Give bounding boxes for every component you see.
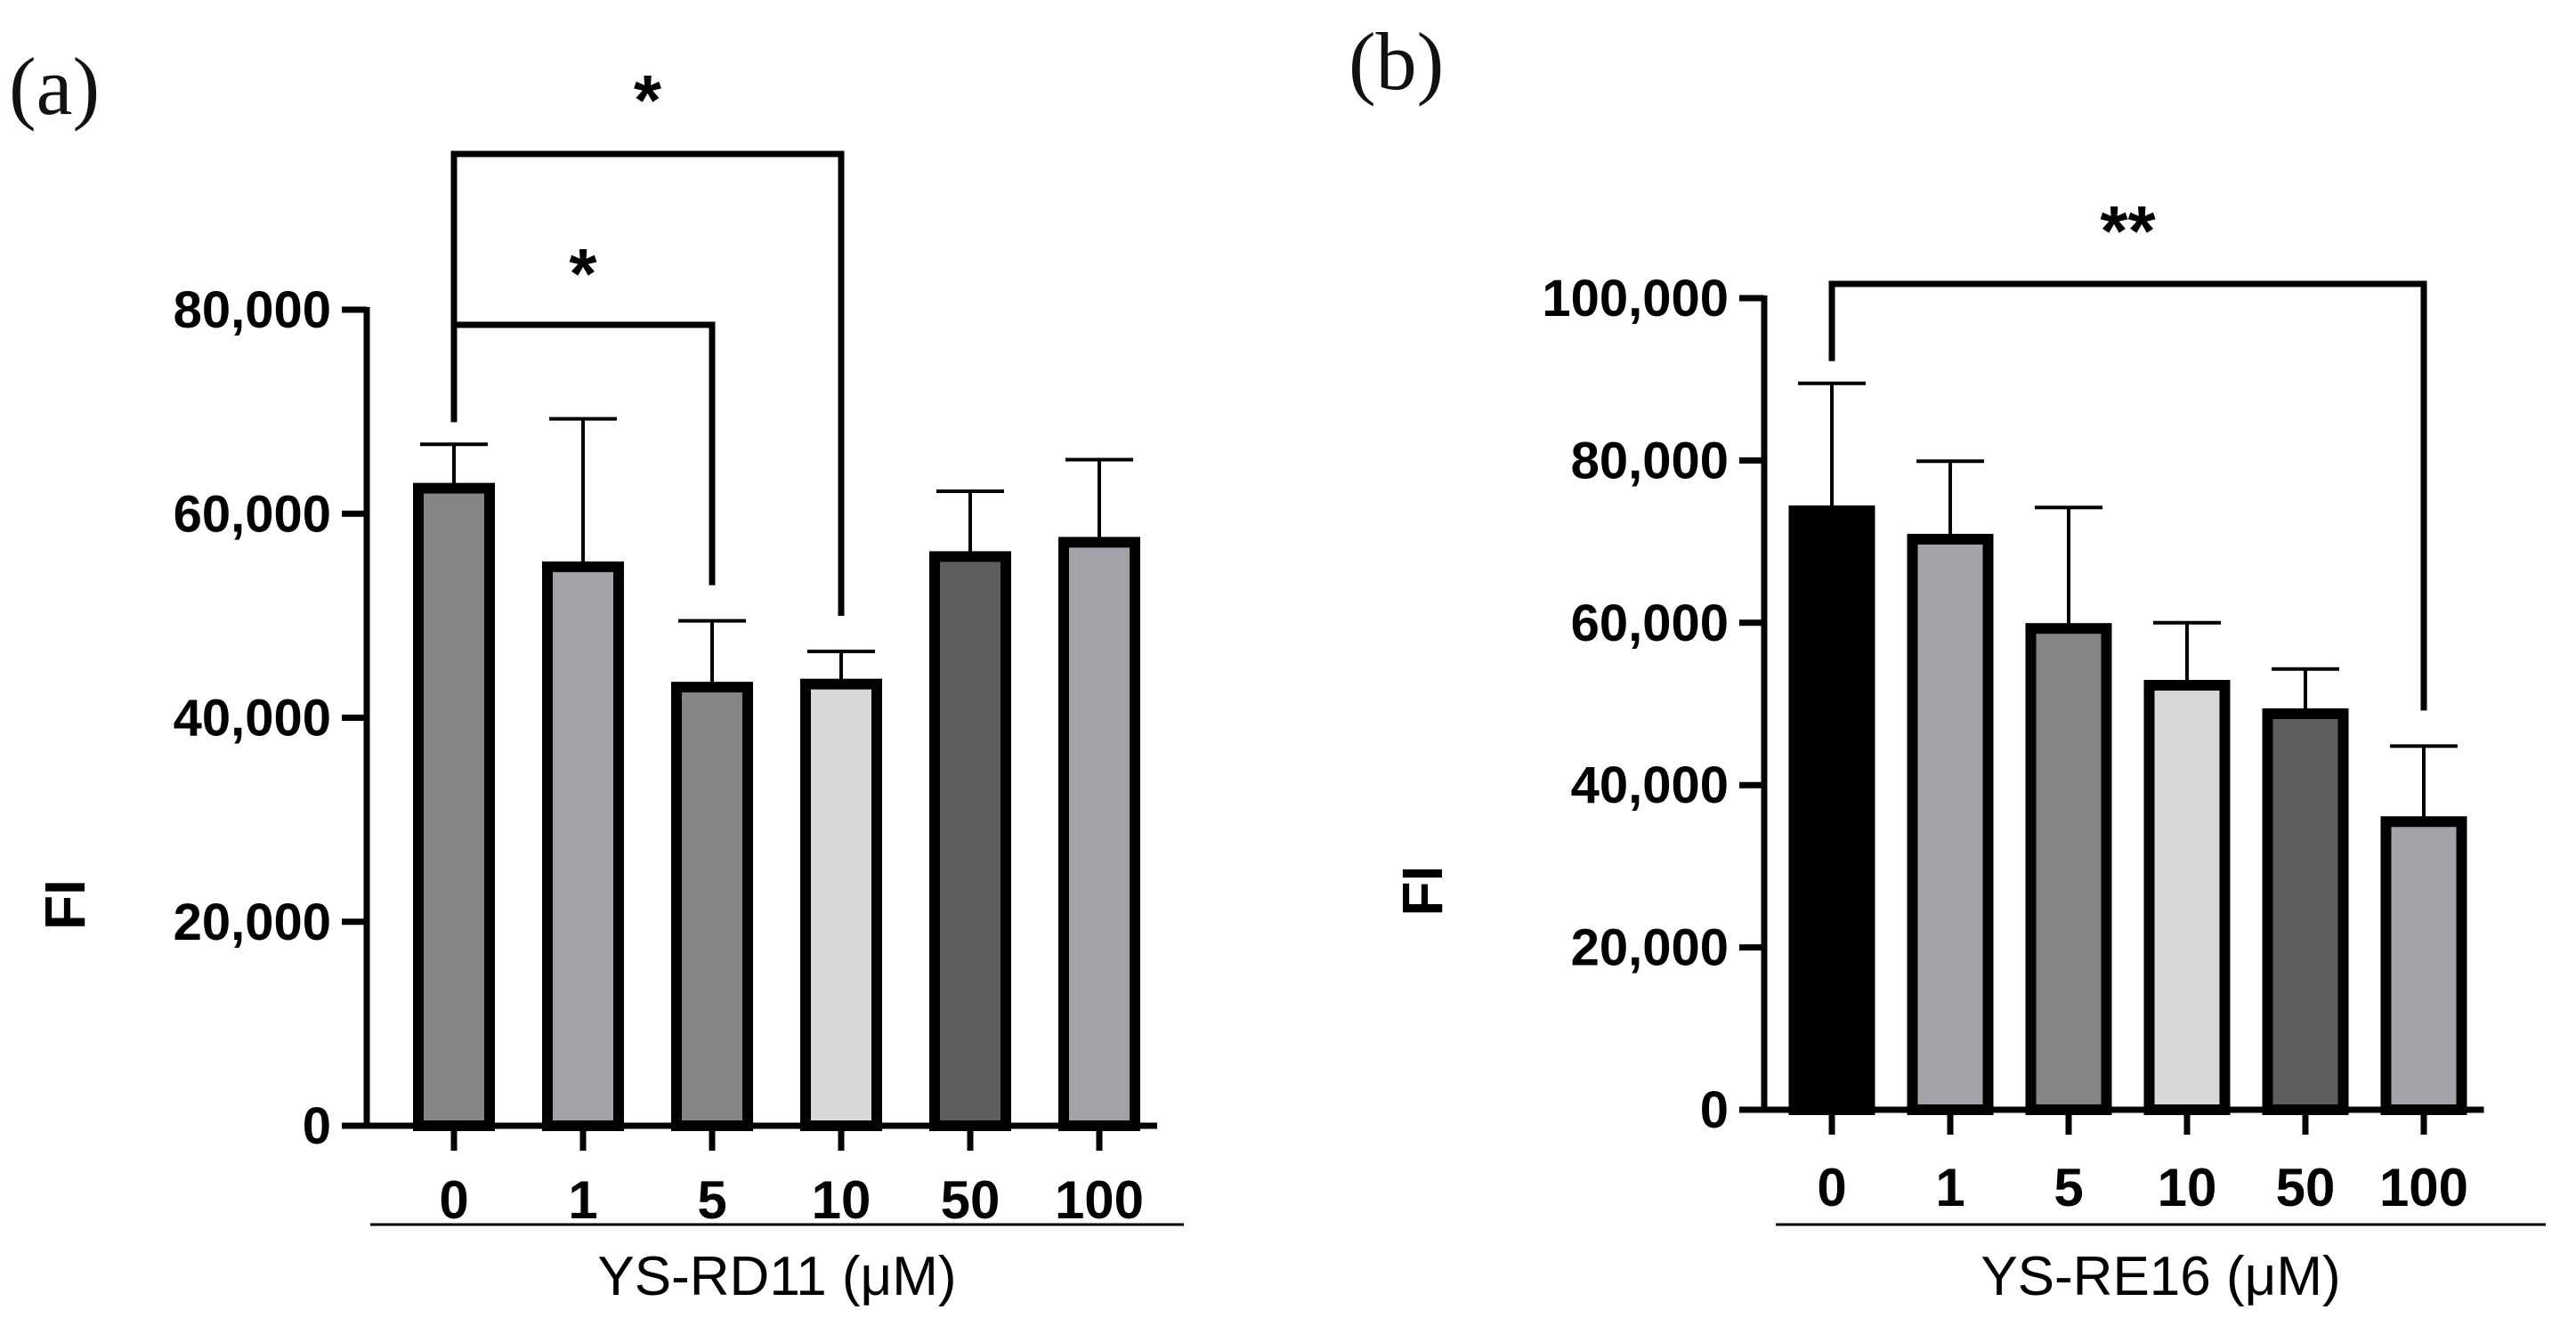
chart-a-x-axis-title: YS-RD11 (μM) — [597, 1246, 956, 1307]
panel-a: (a) 0 20,000 40,000 60,000 80,000 FI 0 1 5 10 50 10… — [9, 41, 1184, 1307]
panel-a-label: (a) — [9, 41, 100, 132]
chart-b-bar-1 — [1907, 533, 1994, 1115]
chart-b-significance-bracket — [1828, 280, 2427, 711]
chart-a-y-tick-label: 80,000 — [174, 281, 331, 339]
chart-a-bar-50 — [929, 551, 1011, 1131]
chart-a-x-tick-label: 50 — [941, 1170, 1000, 1230]
chart-b-x-axis-title: YS-RE16 (μM) — [1981, 1246, 2340, 1307]
chart-a-significance-label: * — [569, 234, 597, 313]
chart-a-x-tick-label: 10 — [812, 1170, 871, 1230]
chart-a-x-tick-label: 100 — [1055, 1170, 1144, 1230]
chart-a-y-tick-label: 20,000 — [174, 893, 331, 951]
chart-b-y-tick-label: 0 — [1700, 1081, 1729, 1139]
chart-b-bar-0 — [1788, 505, 1875, 1115]
chart-b-x-tick-label: 0 — [1817, 1158, 1846, 1217]
chart-b-y-tick-label: 60,000 — [1571, 594, 1729, 652]
chart-a-x-tick-label: 5 — [697, 1170, 726, 1230]
chart-a-y-axis-title: FI — [33, 879, 97, 930]
chart-a-bar-10 — [800, 678, 882, 1132]
chart-a-x-tick-label: 1 — [568, 1170, 597, 1230]
chart-a-y-tick-label: 40,000 — [174, 690, 331, 748]
chart-b-y-tick-label: 40,000 — [1571, 756, 1729, 814]
chart-a-bar-5 — [671, 682, 753, 1131]
chart-a-y-tick-label: 0 — [303, 1097, 331, 1155]
panel-b-label: (b) — [1349, 16, 1444, 107]
chart-b-bar-100 — [2380, 816, 2467, 1115]
chart-a-bar-100 — [1058, 537, 1140, 1131]
chart-b-x-tick-label: 1 — [1935, 1158, 1964, 1217]
chart-a-bar-1 — [542, 561, 624, 1131]
chart-a: 0 20,000 40,000 60,000 80,000 FI 0 1 5 10 50 100 YS-… — [33, 61, 1184, 1307]
chart-b-bar-50 — [2262, 707, 2349, 1115]
chart-a-significance-bracket — [450, 150, 845, 616]
chart-b-bar-5 — [2025, 623, 2112, 1115]
chart-b-x-tick-label: 50 — [2276, 1158, 2336, 1217]
chart-b-x-tick-label: 5 — [2054, 1158, 2083, 1217]
chart-b-y-tick-label: 80,000 — [1571, 432, 1729, 489]
chart-b-y-axis-title: FI — [1390, 866, 1454, 917]
chart-b-x-tick-label: 10 — [2158, 1158, 2217, 1217]
chart-a-x-tick-label: 0 — [439, 1170, 468, 1230]
chart-b-y-tick-label: 100,000 — [1542, 270, 1729, 327]
panel-b: (b) 0 20,000 40,000 60,000 80,000 100,000 FI 0 1… — [1349, 16, 2546, 1307]
chart-b-x-tick-label: 100 — [2379, 1158, 2468, 1217]
chart-a-significance-label: * — [634, 61, 662, 140]
chart-b-significance-label: ** — [2100, 191, 2156, 271]
chart-b-bar-10 — [2143, 680, 2231, 1115]
chart-a-y-tick-label: 60,000 — [174, 485, 331, 543]
chart-a-bar-0 — [413, 482, 495, 1131]
chart-b-y-tick-label: 20,000 — [1571, 919, 1729, 977]
